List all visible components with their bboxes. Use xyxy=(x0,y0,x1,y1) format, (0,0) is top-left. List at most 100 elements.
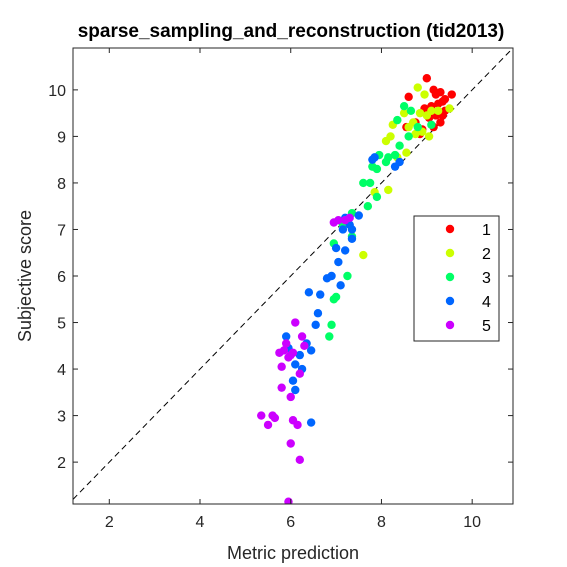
data-point-series-2 xyxy=(381,136,391,146)
data-point-series-5 xyxy=(257,411,266,420)
data-point-series-3 xyxy=(381,157,391,167)
data-point-series-4 xyxy=(288,376,298,385)
data-point-series-5 xyxy=(293,420,302,430)
data-point-series-4 xyxy=(347,225,357,234)
data-point-series-4 xyxy=(354,211,363,220)
data-point-series-2 xyxy=(422,111,432,120)
y-tick-label: 2 xyxy=(57,455,66,472)
data-point-series-4 xyxy=(281,332,291,341)
y-tick-label: 6 xyxy=(57,269,66,286)
data-point-series-1 xyxy=(447,90,456,99)
data-point-series-3 xyxy=(404,132,413,141)
data-point-series-4 xyxy=(336,281,345,290)
data-point-series-3 xyxy=(395,141,404,150)
legend-box xyxy=(413,215,500,342)
y-tick-label: 10 xyxy=(48,83,66,100)
legend-marker-4 xyxy=(445,296,455,306)
legend-label-1: 1 xyxy=(482,222,491,239)
data-point-series-3 xyxy=(413,122,422,132)
legend-label-5: 5 xyxy=(482,318,491,335)
data-point-series-5 xyxy=(340,215,350,225)
x-tick-label: 4 xyxy=(196,514,205,531)
data-point-series-5 xyxy=(284,497,293,504)
data-point-series-4 xyxy=(313,309,323,318)
data-point-series-5 xyxy=(286,392,295,402)
data-point-series-4 xyxy=(316,290,325,299)
x-tick-label: 10 xyxy=(463,514,481,531)
y-tick-label: 9 xyxy=(57,129,66,146)
y-tick-label: 5 xyxy=(57,316,66,333)
data-point-series-1 xyxy=(404,92,413,102)
y-tick-label: 7 xyxy=(57,222,66,239)
x-axis-label: Metric prediction xyxy=(227,543,359,563)
data-point-series-5 xyxy=(277,383,286,392)
data-point-series-4 xyxy=(291,360,300,369)
data-points xyxy=(257,74,456,504)
data-point-series-2 xyxy=(445,104,454,113)
data-point-series-2 xyxy=(415,108,425,118)
data-point-series-2 xyxy=(411,129,420,139)
data-point-series-4 xyxy=(304,288,314,297)
data-point-series-3 xyxy=(343,271,352,281)
data-point-series-2 xyxy=(399,108,409,118)
x-tick-label: 2 xyxy=(105,514,114,531)
data-point-series-3 xyxy=(372,164,382,174)
data-point-series-5 xyxy=(329,218,339,227)
data-point-series-2 xyxy=(384,185,393,195)
chart-title: sparse_sampling_and_reconstruction (tid2… xyxy=(78,21,505,42)
y-axis-label: Subjective score xyxy=(15,210,35,342)
legend: 1 2 3 4 5 xyxy=(413,215,500,342)
data-point-series-5 xyxy=(291,318,300,327)
data-point-series-5 xyxy=(286,439,295,448)
data-point-series-1 xyxy=(440,94,450,104)
data-point-series-4 xyxy=(331,243,341,253)
data-point-series-5 xyxy=(270,413,280,423)
data-point-series-3 xyxy=(399,101,409,111)
data-point-series-5 xyxy=(277,362,286,371)
data-point-series-5 xyxy=(300,341,309,350)
data-point-series-3 xyxy=(329,295,339,304)
legend-label-4: 4 xyxy=(482,294,491,311)
data-point-series-5 xyxy=(281,339,291,348)
data-point-series-2 xyxy=(433,106,443,116)
data-point-series-4 xyxy=(291,385,300,395)
data-point-series-4 xyxy=(340,246,350,255)
data-point-series-4 xyxy=(311,320,320,330)
data-point-series-1 xyxy=(422,74,432,83)
y-tick-label: 4 xyxy=(57,362,66,379)
data-point-series-1 xyxy=(431,90,441,99)
data-point-series-1 xyxy=(436,118,445,127)
data-point-series-3 xyxy=(390,150,400,160)
data-point-series-5 xyxy=(297,332,307,341)
plot-area xyxy=(72,47,514,504)
data-point-series-2 xyxy=(424,132,434,141)
data-point-series-3 xyxy=(372,192,382,202)
x-axis: 2 4 6 8 10 xyxy=(105,48,481,531)
data-point-series-4 xyxy=(390,162,400,171)
legend-marker-1 xyxy=(445,224,455,234)
data-point-series-5 xyxy=(295,369,305,378)
data-point-series-3 xyxy=(359,178,368,188)
data-point-series-3 xyxy=(406,106,416,116)
data-point-series-3 xyxy=(393,115,402,125)
legend-marker-2 xyxy=(445,248,455,258)
x-tick-label: 6 xyxy=(286,514,295,531)
data-point-series-3 xyxy=(365,178,375,188)
data-point-series-5 xyxy=(263,420,273,430)
data-point-series-2 xyxy=(404,122,413,132)
data-point-series-5 xyxy=(284,353,293,362)
legend-marker-5 xyxy=(445,320,455,330)
data-point-series-2 xyxy=(359,250,368,260)
data-point-series-3 xyxy=(427,120,436,129)
data-point-series-4 xyxy=(306,346,316,355)
y-axis: 2 3 4 5 6 7 8 9 10 xyxy=(48,83,513,472)
data-point-series-2 xyxy=(420,90,429,99)
data-point-series-4 xyxy=(347,234,357,243)
data-point-series-2 xyxy=(402,148,411,157)
data-point-series-3 xyxy=(325,332,334,341)
data-point-series-5 xyxy=(275,348,284,357)
data-point-series-4 xyxy=(338,225,348,234)
data-point-series-3 xyxy=(363,202,373,211)
data-point-series-4 xyxy=(306,418,316,427)
